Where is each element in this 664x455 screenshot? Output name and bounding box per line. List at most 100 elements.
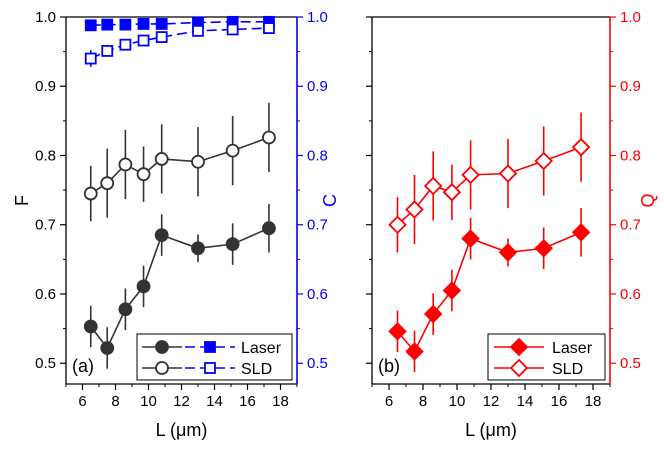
legend-marker-square <box>204 362 216 374</box>
legend-marker-square <box>204 341 216 353</box>
y-right-tick-label: 1.0 <box>307 9 328 26</box>
data-point-laser-f <box>118 302 133 317</box>
data-point-laser-q <box>571 223 591 242</box>
legend-label: Laser <box>552 340 593 357</box>
y-right-tick-label: 0.7 <box>307 217 328 234</box>
legend-marker-circle <box>155 340 169 354</box>
y-left-tick-label: 0.7 <box>35 217 56 234</box>
x-tick-label: 12 <box>483 393 500 410</box>
data-point-laser-f <box>83 319 98 334</box>
data-point-sld-f <box>225 143 240 158</box>
data-point-laser-c <box>119 18 132 31</box>
x-axis-title: L (μm) <box>465 420 517 440</box>
data-point-sld-f <box>118 157 133 172</box>
x-tick-label: 14 <box>206 393 223 410</box>
data-point-sld-c <box>263 22 275 34</box>
series-line-sld-f <box>90 136 270 195</box>
data-point-sld-c <box>84 52 97 65</box>
legend-box <box>487 333 606 381</box>
y-left-tick-label: 0.6 <box>35 286 56 303</box>
data-point-sld-f <box>154 152 169 166</box>
y-left-tick-label: 0.8 <box>35 147 56 164</box>
data-point-laser-f <box>191 241 205 256</box>
data-point-sld-q <box>405 200 424 219</box>
data-point-laser-c <box>137 18 150 30</box>
x-tick-label: 10 <box>140 393 157 410</box>
x-tick-label: 14 <box>517 393 534 410</box>
x-tick-label: 18 <box>585 393 602 410</box>
x-tick-label: 16 <box>239 393 256 410</box>
data-point-laser-q <box>405 342 424 361</box>
y-right-tick-label: 1.0 <box>620 9 641 26</box>
data-point-laser-q <box>461 229 480 248</box>
data-point-laser-c <box>101 18 114 31</box>
data-point-sld-c <box>155 31 168 43</box>
x-tick-label: 12 <box>173 393 190 410</box>
y-left-tick-label: 0.9 <box>35 78 56 95</box>
data-point-sld-q <box>423 176 443 196</box>
data-point-laser-q <box>388 322 407 341</box>
x-axis-title: L (μm) <box>156 420 208 440</box>
data-point-laser-f <box>100 341 115 355</box>
data-point-sld-f <box>191 154 205 169</box>
data-point-laser-q <box>442 281 462 300</box>
y-right-tick-label: 0.9 <box>620 78 641 95</box>
data-point-sld-c <box>101 45 114 57</box>
data-point-sld-c <box>119 38 132 51</box>
y-right-tick-label: 0.5 <box>620 355 641 372</box>
y-right-axis-title: Q <box>638 193 658 207</box>
legend-label: SLD <box>241 361 272 378</box>
data-point-sld-q <box>534 151 553 171</box>
x-tick-label: 6 <box>78 393 86 410</box>
x-tick-label: 8 <box>419 393 427 410</box>
x-tick-label: 10 <box>449 393 466 410</box>
data-point-laser-c <box>84 19 97 32</box>
data-point-laser-f <box>136 279 151 294</box>
data-point-sld-q <box>388 215 407 235</box>
y-right-tick-label: 0.6 <box>620 286 641 303</box>
data-point-laser-f <box>225 237 240 252</box>
legend-marker-diamond <box>509 358 529 378</box>
x-tick-label: 18 <box>272 393 289 410</box>
data-point-sld-q <box>461 165 480 185</box>
legend-marker-circle <box>155 361 169 375</box>
x-tick-label: 16 <box>551 393 568 410</box>
legend-marker-diamond <box>509 337 529 357</box>
y-right-tick-label: 0.8 <box>620 147 641 164</box>
y-left-axis-title: F <box>12 195 32 206</box>
data-point-sld-f <box>136 167 151 182</box>
y-left-tick-label: 0.5 <box>35 355 56 372</box>
data-point-laser-c <box>155 18 168 30</box>
data-point-sld-c <box>192 24 204 37</box>
y-right-tick-label: 0.7 <box>620 217 641 234</box>
data-point-laser-f <box>262 221 276 236</box>
data-point-sld-q <box>442 182 462 202</box>
data-point-sld-c <box>226 23 239 36</box>
y-right-tick-label: 0.6 <box>307 286 328 303</box>
data-point-sld-c <box>137 34 150 47</box>
series-line-laser-f <box>90 227 270 350</box>
data-point-sld-f <box>100 176 115 191</box>
legend-label: SLD <box>552 361 583 378</box>
y-right-tick-label: 0.5 <box>307 355 328 372</box>
x-tick-label: 6 <box>385 393 393 410</box>
data-point-sld-f <box>262 130 276 145</box>
data-point-laser-q <box>498 243 518 262</box>
panel-label: (a) <box>72 356 94 376</box>
panel-label: (b) <box>378 356 400 376</box>
data-point-laser-f <box>154 228 169 243</box>
y-right-axis-title: C <box>320 194 340 207</box>
data-point-sld-f <box>83 186 98 201</box>
data-point-laser-q <box>534 239 553 258</box>
x-tick-label: 8 <box>111 393 119 410</box>
y-right-tick-label: 0.8 <box>307 147 328 164</box>
series-line-sld-c <box>90 27 269 60</box>
y-right-tick-label: 0.9 <box>307 78 328 95</box>
data-point-laser-q <box>423 304 443 324</box>
y-left-tick-label: 1.0 <box>35 9 56 26</box>
series-line-laser-c <box>90 21 269 27</box>
legend-label: Laser <box>241 340 282 357</box>
data-point-sld-q <box>498 164 518 183</box>
data-point-sld-q <box>571 137 591 157</box>
